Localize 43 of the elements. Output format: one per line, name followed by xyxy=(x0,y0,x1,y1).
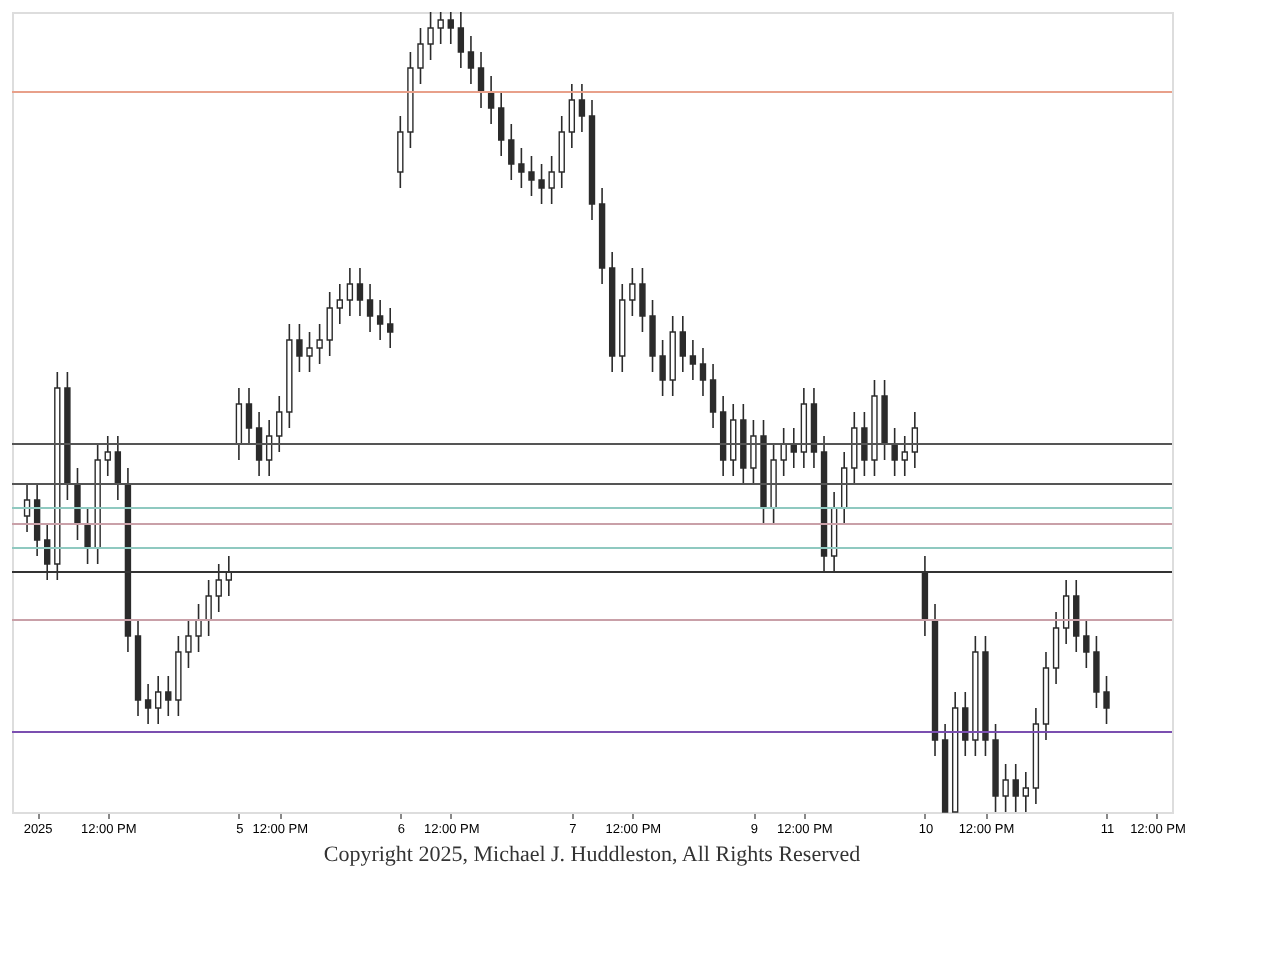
candlestick xyxy=(730,403,737,477)
candlestick xyxy=(498,91,505,157)
candlestick xyxy=(508,123,515,181)
candlestick xyxy=(346,267,354,317)
candlestick xyxy=(205,579,212,637)
candlestick xyxy=(467,35,475,85)
candlestick xyxy=(255,411,263,477)
candlestick xyxy=(962,691,969,757)
candlestick xyxy=(679,315,686,373)
candlestick xyxy=(810,387,818,469)
candlestick xyxy=(154,675,162,725)
candlestick xyxy=(366,283,374,333)
candlestick xyxy=(578,83,586,133)
candlestick xyxy=(356,267,364,317)
candlestick xyxy=(245,387,253,445)
candlestick xyxy=(689,339,697,381)
candlestick xyxy=(1062,579,1070,645)
candlestick xyxy=(336,283,343,325)
candlestick xyxy=(558,115,565,189)
candlestick xyxy=(165,675,172,717)
candlestick xyxy=(1022,771,1030,813)
candlestick xyxy=(800,387,808,469)
candlestick xyxy=(387,307,394,349)
candlestick xyxy=(104,435,111,477)
candlestick xyxy=(457,11,465,69)
text: Copyright 2025, Michael J. Huddleston, All Rights Reserved xyxy=(323,843,862,867)
candlestick xyxy=(699,347,707,397)
candlestick xyxy=(376,299,384,341)
candlestick xyxy=(144,683,152,725)
candlestick xyxy=(74,467,81,541)
candlestick xyxy=(719,395,727,477)
candlestick xyxy=(1073,579,1080,653)
candlestick xyxy=(1012,763,1019,813)
candlestick xyxy=(235,387,243,461)
candlestick xyxy=(669,315,676,397)
candlestick xyxy=(891,427,898,477)
candlestick xyxy=(709,363,717,429)
candlestick xyxy=(276,395,283,453)
candlestick xyxy=(568,83,576,149)
candlestick xyxy=(114,435,122,501)
candlestick xyxy=(1052,611,1060,685)
candlestick xyxy=(901,435,908,477)
candlestick xyxy=(447,11,454,45)
